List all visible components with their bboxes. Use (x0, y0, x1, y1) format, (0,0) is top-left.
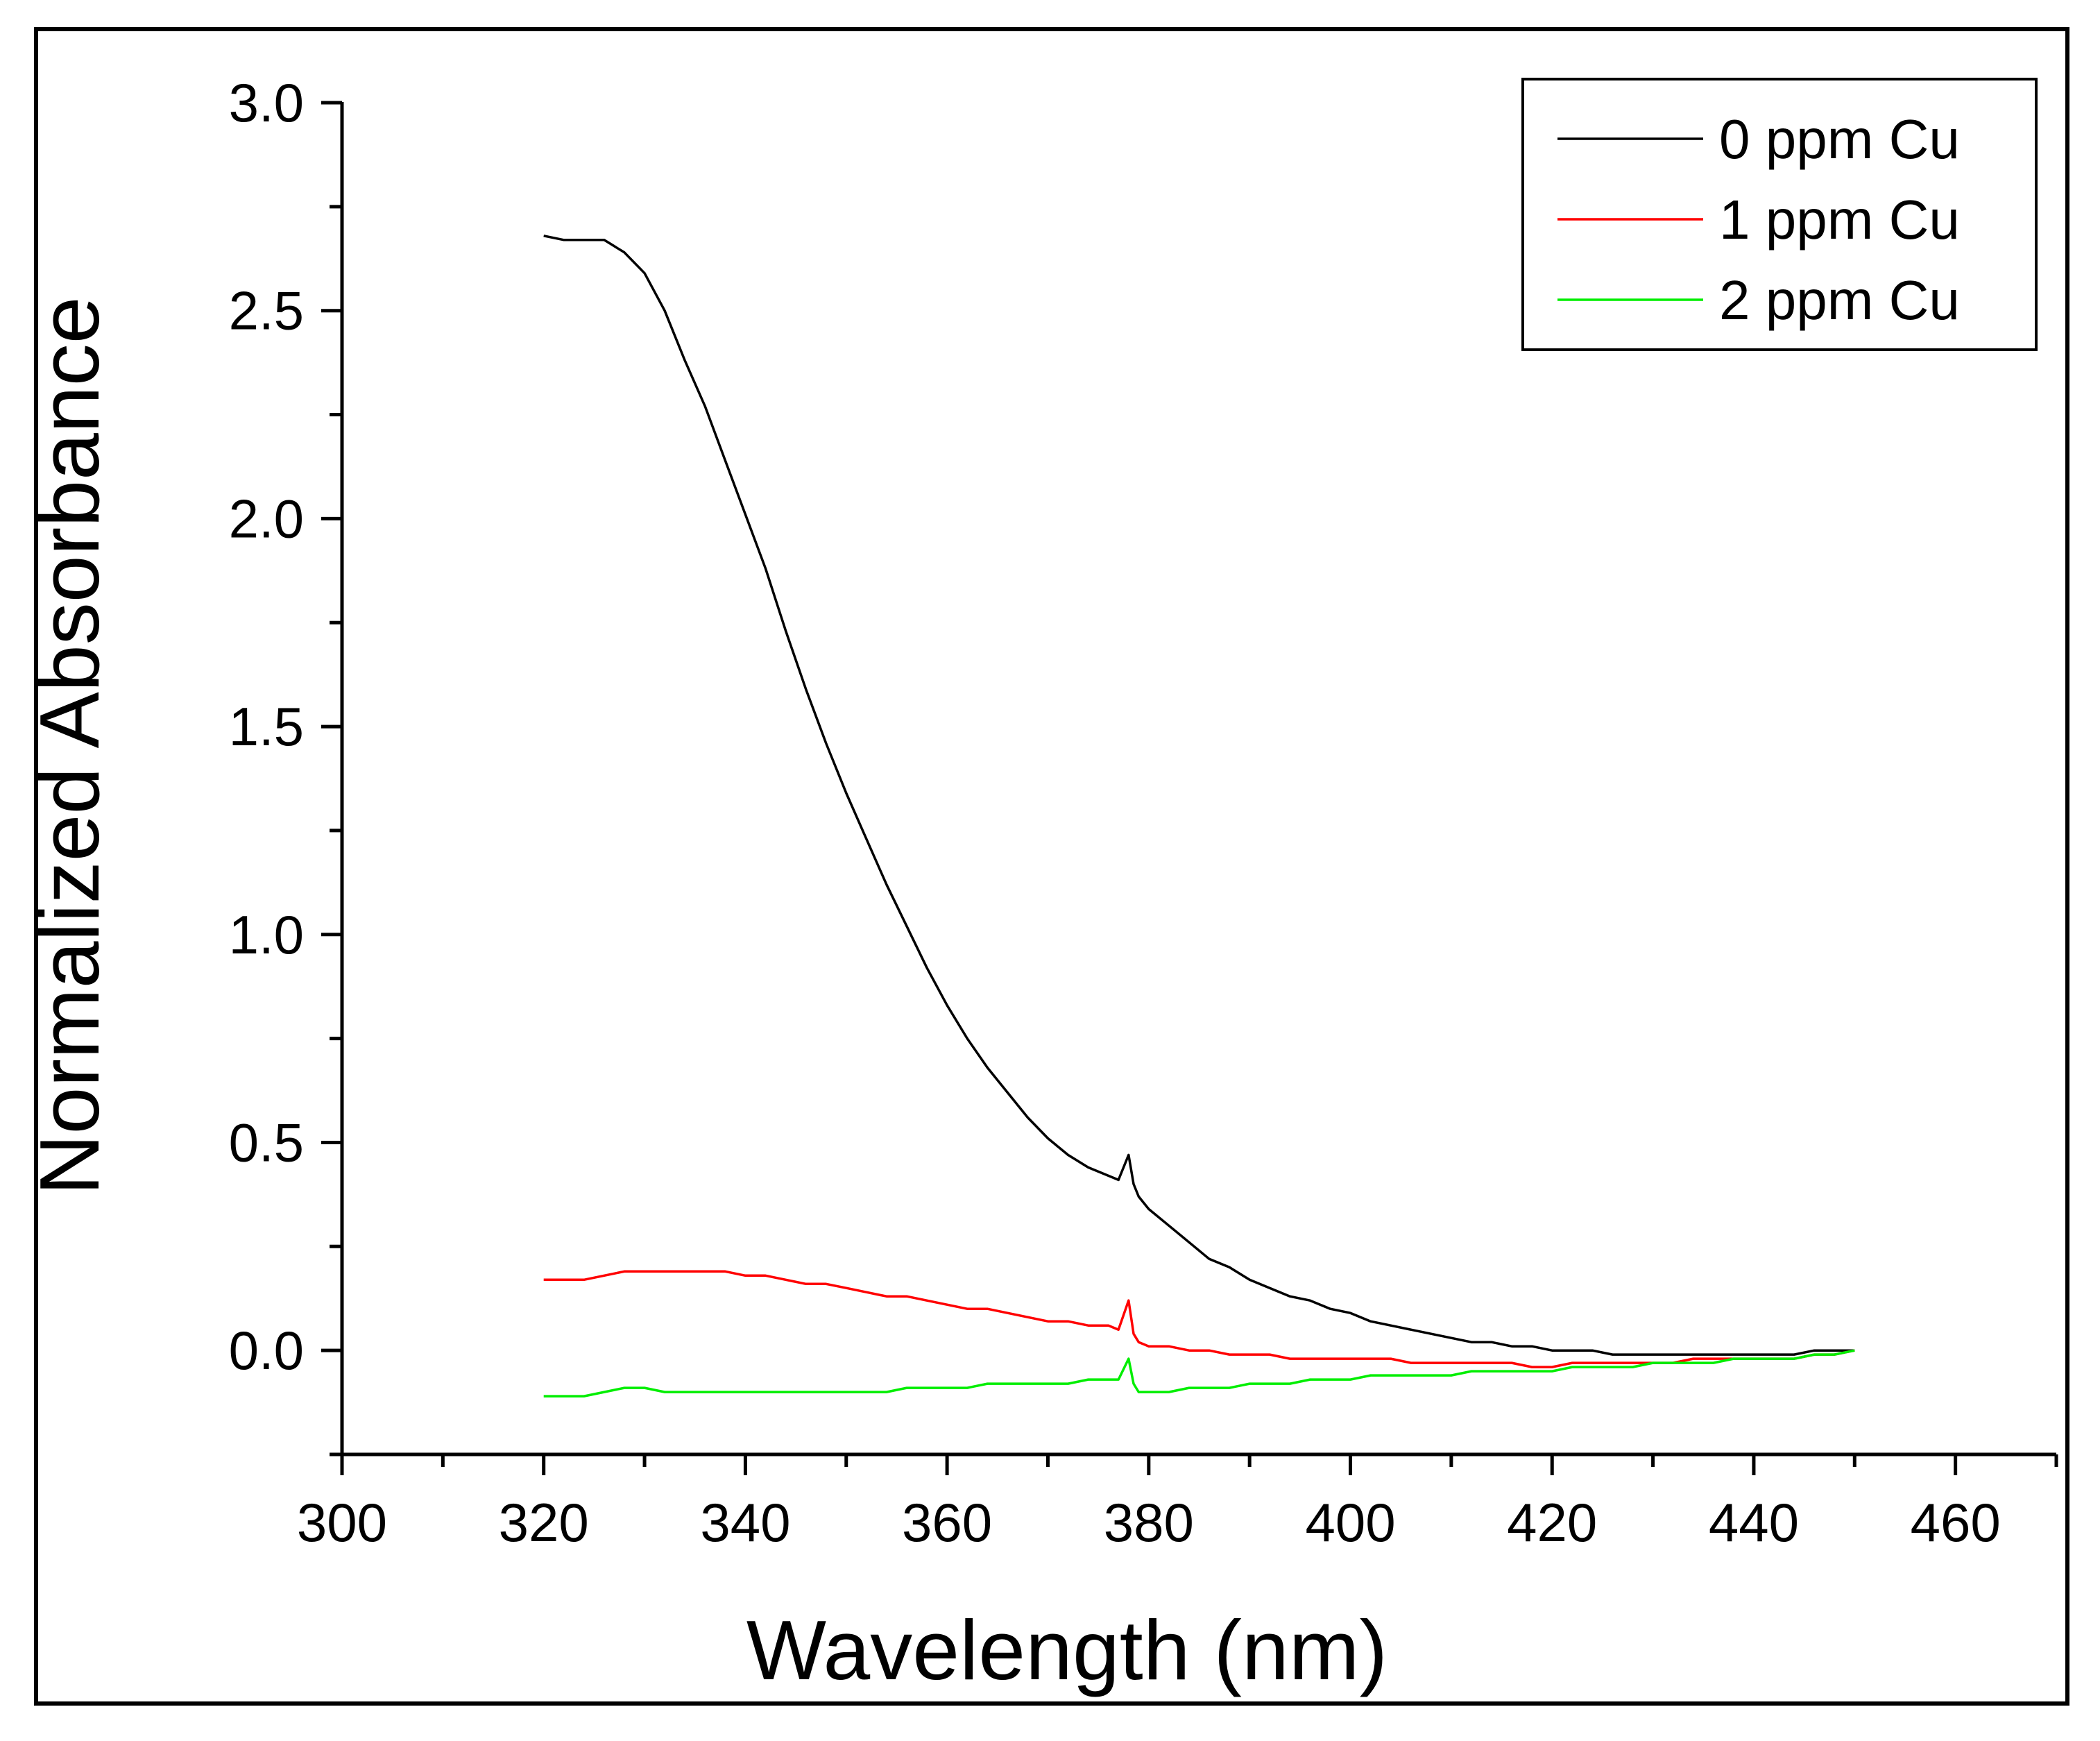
ticks-layer: 300 320 340 360 380 400 420 440 460 0.0 0.5 1.0 1.5 2… (229, 72, 2058, 1553)
y-tick-label: 2.0 (229, 488, 304, 549)
y-tick-label: 2.5 (229, 280, 304, 341)
x-tick-label: 360 (902, 1492, 992, 1553)
legend-label-0: 0 ppm Cu (1719, 108, 1960, 170)
x-tick-label: 380 (1104, 1492, 1194, 1553)
legend-box (1521, 78, 2038, 351)
legend-label-2: 2 ppm Cu (1719, 269, 1960, 331)
x-tick-label: 400 (1305, 1492, 1395, 1553)
x-tick-label: 420 (1507, 1492, 1597, 1553)
series-layer (543, 235, 1855, 1398)
x-tick-label: 320 (499, 1492, 589, 1553)
series-line-0 (543, 235, 1855, 1356)
series-line-1 (543, 1270, 1855, 1368)
x-tick-label: 300 (297, 1492, 387, 1553)
y-tick-label: 1.0 (229, 904, 304, 965)
y-axis-title: Normalized Absorbance (22, 296, 117, 1195)
axes-layer (340, 102, 2056, 1457)
outer-frame (34, 27, 2069, 1706)
y-tick-label: 3.0 (229, 72, 304, 133)
y-tick-label: 0.0 (229, 1320, 304, 1381)
x-tick-label: 440 (1709, 1492, 1799, 1553)
legend: 0 ppm Cu 1 ppm Cu 2 ppm Cu (1521, 78, 2038, 351)
x-axis-title: Wavelength (nm) (746, 1603, 1388, 1697)
legend-label-1: 1 ppm Cu (1719, 189, 1960, 250)
series-line-2 (543, 1349, 1855, 1398)
x-tick-label: 460 (1911, 1492, 2001, 1553)
x-tick-label: 340 (700, 1492, 790, 1553)
y-tick-label: 0.5 (229, 1112, 304, 1173)
y-tick-label: 1.5 (229, 696, 304, 757)
